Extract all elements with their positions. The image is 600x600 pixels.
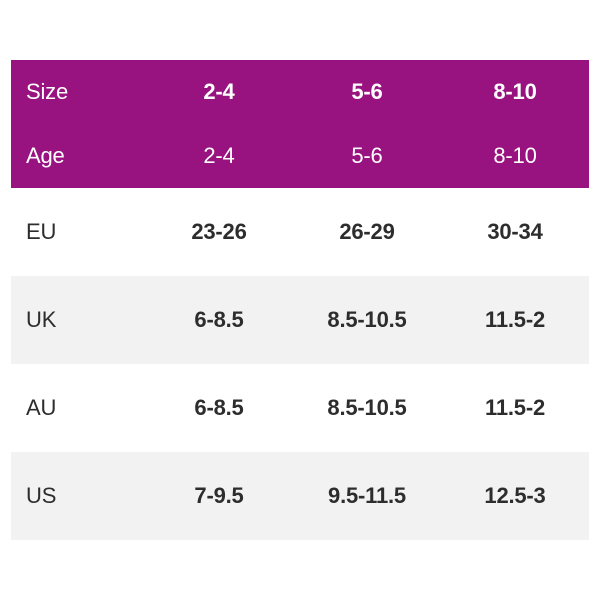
- row-label: AU: [26, 395, 57, 420]
- row-label: Age: [26, 143, 65, 168]
- us-size-value: 12.5-3: [484, 483, 546, 508]
- table-row-au: AU 6-8.5 8.5-10.5 11.5-2: [11, 364, 589, 452]
- size-value: 5-6: [351, 79, 383, 104]
- au-size-value: 11.5-2: [485, 395, 545, 420]
- age-value: 2-4: [203, 143, 235, 168]
- us-size-value: 7-9.5: [194, 483, 244, 508]
- size-conversion-table: Size 2-4 5-6 8-10 Age 2-4 5-6 8-10 EU 23…: [11, 60, 589, 540]
- au-size-value: 6-8.5: [194, 395, 244, 420]
- row-label: UK: [26, 307, 57, 332]
- eu-size-value: 26-29: [339, 219, 395, 244]
- size-value: 8-10: [493, 79, 537, 104]
- row-label: Size: [26, 79, 68, 104]
- uk-size-value: 11.5-2: [485, 307, 545, 332]
- size-value: 2-4: [203, 79, 235, 104]
- row-label: EU: [26, 219, 57, 244]
- uk-size-value: 6-8.5: [194, 307, 244, 332]
- eu-size-value: 30-34: [487, 219, 543, 244]
- row-label: US: [26, 483, 57, 508]
- table-row-uk: UK 6-8.5 8.5-10.5 11.5-2: [11, 276, 589, 364]
- header-row-age: Age 2-4 5-6 8-10: [11, 124, 589, 188]
- table-row-eu: EU 23-26 26-29 30-34: [11, 188, 589, 276]
- table-body: EU 23-26 26-29 30-34 UK 6-8.5 8.5-10.5 1…: [11, 188, 589, 540]
- au-size-value: 8.5-10.5: [327, 395, 407, 420]
- table-header-block: Size 2-4 5-6 8-10 Age 2-4 5-6 8-10: [11, 60, 589, 188]
- table-row-us: US 7-9.5 9.5-11.5 12.5-3: [11, 452, 589, 540]
- age-value: 8-10: [493, 143, 537, 168]
- eu-size-value: 23-26: [191, 219, 247, 244]
- uk-size-value: 8.5-10.5: [327, 307, 407, 332]
- header-row-size: Size 2-4 5-6 8-10: [11, 60, 589, 124]
- age-value: 5-6: [351, 143, 383, 168]
- us-size-value: 9.5-11.5: [328, 483, 406, 508]
